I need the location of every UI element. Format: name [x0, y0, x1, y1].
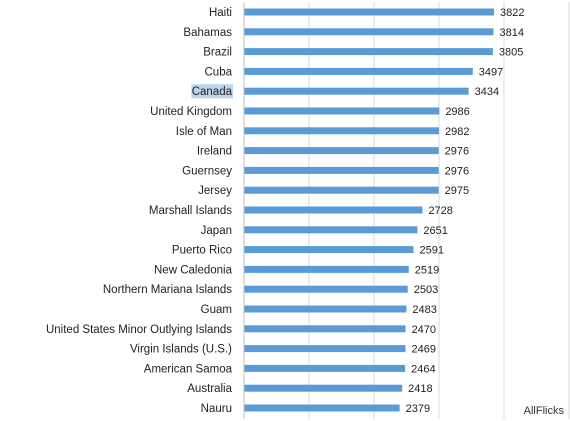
data-label-jersey: 2975 [445, 185, 469, 197]
category-label-american-samoa: American Samoa [144, 363, 233, 375]
data-labels: 3822 3814 3805 3497 3434 2986 2982 2976 2976 2975… [406, 7, 525, 415]
bar-australia [244, 384, 403, 392]
bar-nauru [244, 404, 400, 412]
data-label-american-samoa: 2464 [411, 363, 435, 375]
data-label-ireland: 2976 [445, 146, 469, 158]
category-label-puerto-rico: Puerto Rico [172, 245, 232, 257]
data-label-new-caledonia: 2519 [415, 264, 439, 276]
category-label-guam: Guam [201, 304, 232, 316]
bar-japan [244, 226, 418, 234]
category-label-bahamas: Bahamas [183, 27, 232, 39]
bars [244, 8, 494, 412]
category-label-guernsey: Guernsey [182, 165, 232, 177]
category-label-virgin-islands-u-s: Virgin Islands (U.S.) [130, 344, 232, 356]
data-label-puerto-rico: 2591 [419, 245, 443, 257]
bar-puerto-rico [244, 246, 414, 254]
category-label-ireland: Ireland [197, 146, 232, 158]
data-label-united-kingdom: 2986 [445, 106, 469, 118]
bar-isle-of-man [244, 127, 440, 135]
bar-canada [244, 87, 469, 95]
category-label-jersey: Jersey [198, 185, 232, 197]
data-label-northern-mariana-islands: 2503 [414, 284, 438, 296]
data-label-japan: 2651 [423, 225, 447, 237]
data-label-guam: 2483 [412, 304, 436, 316]
data-label-guernsey: 2976 [445, 165, 469, 177]
data-label-canada: 3434 [475, 86, 499, 98]
category-label-northern-mariana-islands: Northern Mariana Islands [103, 284, 232, 296]
bar-haiti [244, 8, 494, 16]
data-label-australia: 2418 [408, 383, 432, 395]
data-label-bahamas: 3814 [499, 27, 523, 39]
bar-guam [244, 305, 407, 313]
bar-northern-mariana-islands [244, 285, 408, 293]
data-label-haiti: 3822 [500, 7, 524, 19]
bar-bahamas [244, 28, 494, 36]
bar-guernsey [244, 166, 439, 174]
bar-united-states-minor-outlying-islands [244, 325, 406, 333]
category-label-marshall-islands: Marshall Islands [149, 205, 232, 217]
data-label-marshall-islands: 2728 [428, 205, 452, 217]
watermark-text: AllFlicks [523, 405, 564, 417]
bar-marshall-islands [244, 206, 423, 214]
bar-cuba [244, 67, 473, 75]
category-label-brazil: Brazil [203, 47, 232, 59]
bar-virgin-islands-u-s [244, 345, 406, 353]
data-label-cuba: 3497 [479, 66, 503, 78]
data-label-isle-of-man: 2982 [445, 126, 469, 138]
category-label-canada: Canada [192, 86, 233, 98]
bar-ireland [244, 147, 439, 155]
bar-jersey [244, 186, 439, 194]
category-label-united-states-minor-outlying-islands: United States Minor Outlying Islands [46, 324, 232, 336]
bar-united-kingdom [244, 107, 440, 115]
category-label-isle-of-man: Isle of Man [176, 126, 232, 138]
category-highlight [191, 84, 233, 99]
category-label-nauru: Nauru [201, 403, 232, 415]
category-highlight-layer [191, 84, 233, 99]
category-label-haiti: Haiti [209, 7, 232, 19]
category-labels: Haiti Bahamas Brazil Cuba Canada United Kingd… [46, 7, 233, 415]
data-label-united-states-minor-outlying-islands: 2470 [412, 324, 436, 336]
category-label-united-kingdom: United Kingdom [150, 106, 232, 118]
data-label-virgin-islands-u-s: 2469 [411, 344, 435, 356]
bar-american-samoa [244, 364, 406, 372]
bar-new-caledonia [244, 265, 409, 273]
bar-brazil [244, 48, 493, 56]
data-label-brazil: 3805 [499, 47, 523, 59]
category-label-cuba: Cuba [205, 66, 233, 78]
category-label-australia: Australia [187, 383, 232, 395]
category-label-new-caledonia: New Caledonia [154, 264, 233, 276]
data-label-nauru: 2379 [406, 403, 430, 415]
category-label-japan: Japan [201, 225, 232, 237]
